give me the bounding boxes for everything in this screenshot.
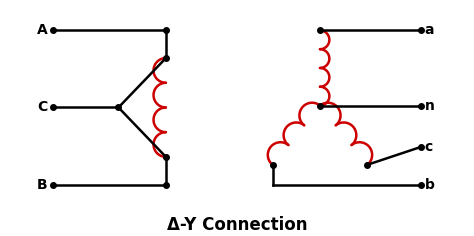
Text: C: C	[37, 101, 47, 114]
Text: b: b	[425, 177, 435, 192]
Text: A: A	[36, 23, 47, 38]
Text: B: B	[36, 177, 47, 192]
Text: c: c	[425, 140, 433, 154]
Text: n: n	[425, 98, 435, 113]
Text: Δ-Y Connection: Δ-Y Connection	[167, 216, 307, 234]
Text: a: a	[425, 23, 434, 38]
